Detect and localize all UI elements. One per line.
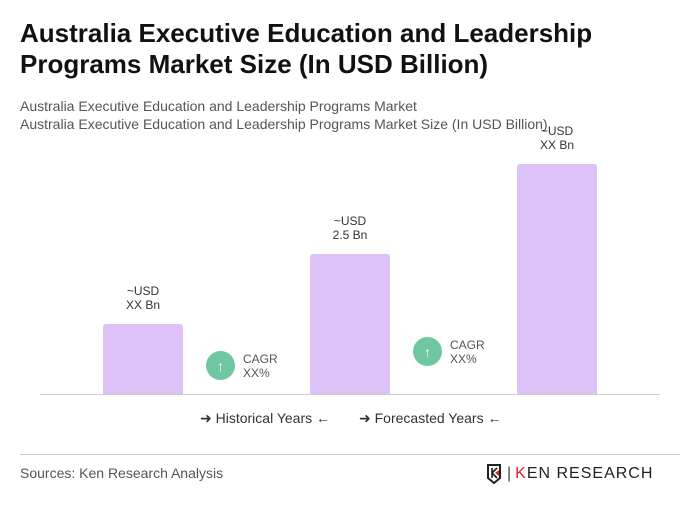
bar xyxy=(103,324,183,394)
bar xyxy=(517,164,597,394)
data-label-line: ~USD xyxy=(126,284,160,298)
subtitle-2: Australia Executive Education and Leader… xyxy=(20,116,548,132)
legend-label: Historical Years xyxy=(215,410,313,426)
x-axis xyxy=(40,394,660,395)
subtitle: Australia Executive Education and Leader… xyxy=(20,98,417,114)
data-label-line: XX Bn xyxy=(125,298,161,312)
bar xyxy=(310,254,390,394)
cagr-badge: ↑ CAGR XX% xyxy=(206,351,278,380)
data-label: ~USD XX Bn xyxy=(93,284,193,312)
data-label-line: XX Bn xyxy=(539,138,575,153)
arrow-up-icon: ↑ xyxy=(413,337,442,366)
data-label: ~USD XX Bn xyxy=(507,124,607,152)
data-label-line: 2.5 Bn xyxy=(332,228,368,242)
data-label: ~USD 2.5 Bn xyxy=(300,214,400,242)
cagr-badge: ↑ CAGR XX% xyxy=(413,337,485,366)
logo-icon xyxy=(487,464,501,484)
cagr-value: XX% xyxy=(450,351,477,366)
legend-label: Forecasted Years xyxy=(374,410,484,426)
data-label-line: ~USD xyxy=(540,124,574,139)
footer-divider xyxy=(20,454,680,455)
data-label-line: ~USD xyxy=(333,214,367,228)
legend-forecasted: ➜ Forecasted Years ← xyxy=(359,410,502,426)
ken-research-logo: | K EN RESEARCH xyxy=(486,464,653,484)
sources: Sources: Ken Research Analysis xyxy=(20,465,224,481)
cagr-label: CAGR xyxy=(243,351,278,366)
chart-title: Australia Executive Education and Leader… xyxy=(20,18,593,79)
arrow-up-icon: ↑ xyxy=(206,351,235,380)
legend-historical: ➜ Historical Years ← xyxy=(200,410,331,426)
cagr-label: CAGR xyxy=(450,337,485,352)
cagr-value: XX% xyxy=(243,365,270,380)
